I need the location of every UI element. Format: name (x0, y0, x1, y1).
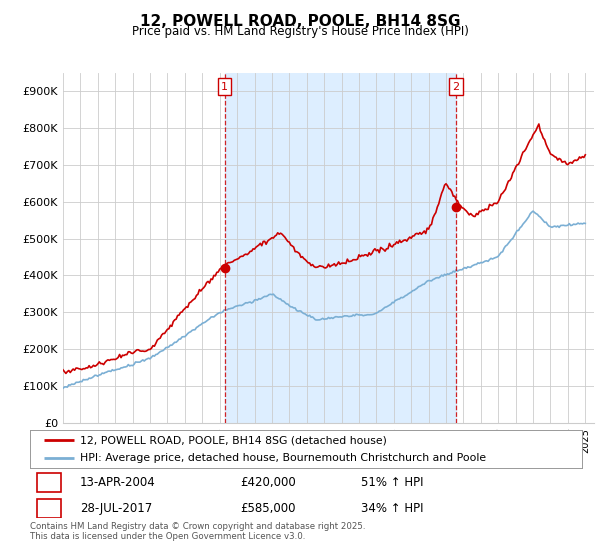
Text: Price paid vs. HM Land Registry's House Price Index (HPI): Price paid vs. HM Land Registry's House … (131, 25, 469, 38)
Text: 1: 1 (221, 82, 228, 92)
Text: £585,000: £585,000 (240, 502, 295, 515)
Text: 2: 2 (452, 82, 460, 92)
Text: 2: 2 (45, 502, 53, 515)
Bar (224, 73, 456, 423)
Text: 28-JUL-2017: 28-JUL-2017 (80, 502, 152, 515)
FancyBboxPatch shape (37, 473, 61, 492)
Text: £420,000: £420,000 (240, 476, 296, 489)
FancyBboxPatch shape (37, 499, 61, 518)
Text: 12, POWELL ROAD, POOLE, BH14 8SG: 12, POWELL ROAD, POOLE, BH14 8SG (140, 14, 460, 29)
Text: 34% ↑ HPI: 34% ↑ HPI (361, 502, 424, 515)
Text: 51% ↑ HPI: 51% ↑ HPI (361, 476, 424, 489)
Text: 1: 1 (45, 476, 53, 489)
Text: 12, POWELL ROAD, POOLE, BH14 8SG (detached house): 12, POWELL ROAD, POOLE, BH14 8SG (detach… (80, 435, 386, 445)
Text: HPI: Average price, detached house, Bournemouth Christchurch and Poole: HPI: Average price, detached house, Bour… (80, 453, 486, 463)
Text: Contains HM Land Registry data © Crown copyright and database right 2025.
This d: Contains HM Land Registry data © Crown c… (30, 522, 365, 542)
Text: 13-APR-2004: 13-APR-2004 (80, 476, 155, 489)
